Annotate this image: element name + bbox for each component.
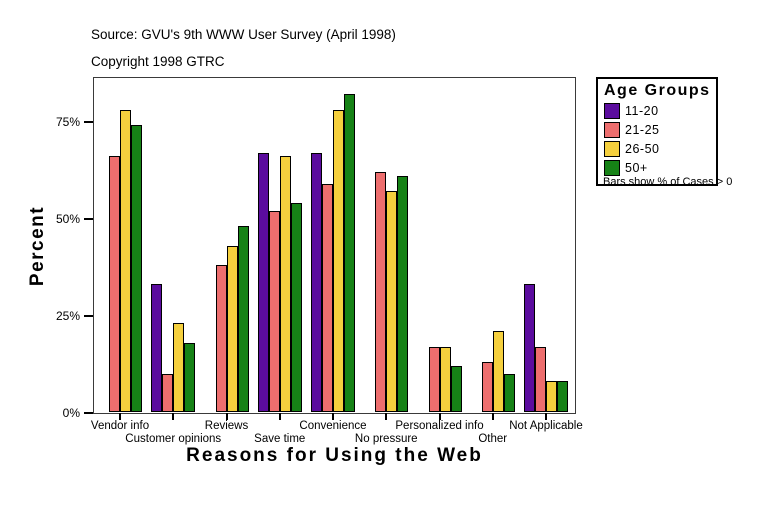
bar-11-20-Convenience <box>311 152 322 413</box>
legend-swatch <box>604 103 620 119</box>
x-tick-mark <box>385 413 388 420</box>
bar-26-50-Customer opinions <box>173 323 185 413</box>
bar-21-25-Save time <box>268 210 280 413</box>
y-tick-label: 75% <box>55 114 80 129</box>
bar-26-50-Save time <box>279 156 291 413</box>
y-tick-mark <box>84 411 93 414</box>
bar-21-25-Not Applicable <box>535 346 546 413</box>
bar-50+-Other <box>503 373 515 413</box>
bar-21-25-Reviews <box>215 265 227 413</box>
y-axis-title: Percent <box>27 205 48 287</box>
x-axis-category-label: Save time <box>254 432 306 445</box>
x-tick-mark <box>332 413 334 420</box>
x-axis-category-label: Convenience <box>299 420 367 432</box>
x-axis-category-label: No pressure <box>354 432 418 445</box>
bar-50+-Save time <box>290 202 302 413</box>
y-tick-label: 0% <box>62 405 80 420</box>
bar-21-25-Vendor info <box>109 156 120 413</box>
bar-26-50-Other <box>492 331 504 413</box>
source-caption: Source: GVU's 9th WWW User Survey (April… <box>91 27 396 42</box>
legend-title: Age Groups <box>604 82 711 99</box>
x-axis-category-label: Vendor info <box>90 420 150 432</box>
x-axis-category-label: Other <box>478 432 508 445</box>
x-tick-mark <box>172 413 175 420</box>
legend-label: 11-20 <box>625 104 659 118</box>
bar-50+-Reviews <box>237 226 249 413</box>
legend-box: Age Groups 11-20 21-25 26-50 50+ <box>596 77 718 186</box>
bar-50+-Convenience <box>344 94 355 413</box>
bar-11-20-Not Applicable <box>524 284 535 413</box>
legend-label: 21-25 <box>625 123 660 137</box>
bar-26-50-No pressure <box>386 191 398 413</box>
copyright-caption: Copyright 1998 GTRC <box>91 54 225 69</box>
legend-swatch <box>604 122 620 138</box>
x-tick-mark <box>438 413 441 420</box>
bar-11-20-Customer opinions <box>151 284 163 413</box>
legend-item-21-25: 21-25 <box>604 122 710 138</box>
bar-21-25-Other <box>481 362 493 413</box>
bar-26-50-Personalized info <box>439 346 451 413</box>
legend-swatch <box>604 160 620 176</box>
x-axis-category-label: Not Applicable <box>509 420 583 432</box>
x-tick-mark <box>119 413 121 420</box>
plot-frame <box>93 77 576 414</box>
bar-21-25-Customer opinions <box>162 373 174 413</box>
bar-26-50-Reviews <box>226 245 238 413</box>
bar-50+-No pressure <box>397 175 409 413</box>
bar-50+-Personalized info <box>450 365 462 413</box>
bar-21-25-No pressure <box>375 171 387 413</box>
legend-items: 11-20 21-25 26-50 50+ <box>604 103 710 176</box>
legend-item-26-50: 26-50 <box>604 141 710 157</box>
legend-item-50+: 50+ <box>604 160 710 176</box>
bar-21-25-Personalized info <box>428 346 440 413</box>
bar-50+-Not Applicable <box>557 381 568 413</box>
bar-21-25-Convenience <box>322 183 333 413</box>
bar-11-20-Save time <box>257 152 269 413</box>
y-tick-label: 50% <box>55 211 80 226</box>
legend-label: 50+ <box>625 161 648 175</box>
x-tick-mark <box>278 413 281 420</box>
legend-label: 26-50 <box>625 142 660 156</box>
bar-50+-Vendor info <box>131 125 142 413</box>
y-tick-label: 25% <box>55 308 80 323</box>
x-tick-mark <box>491 413 494 420</box>
bar-26-50-Not Applicable <box>546 381 557 413</box>
y-tick-mark <box>84 120 93 123</box>
y-tick-mark <box>84 217 93 220</box>
y-tick-mark <box>84 314 93 317</box>
x-axis-category-label: Reviews <box>204 420 249 432</box>
footnote: Bars show % of Cases > 0 <box>603 176 733 188</box>
legend-swatch <box>604 141 620 157</box>
x-axis-category-label: Personalized info <box>395 420 484 432</box>
x-axis-category-label: Customer opinions <box>125 432 222 445</box>
bar-50+-Customer opinions <box>184 342 196 413</box>
x-tick-mark <box>225 413 228 420</box>
x-axis-title: Reasons for Using the Web <box>186 445 483 466</box>
bar-26-50-Convenience <box>333 109 344 413</box>
bar-26-50-Vendor info <box>120 109 131 413</box>
legend-item-11-20: 11-20 <box>604 103 710 119</box>
x-tick-mark <box>545 413 547 420</box>
